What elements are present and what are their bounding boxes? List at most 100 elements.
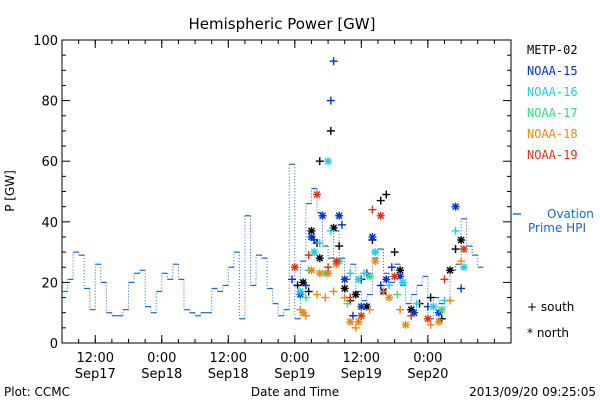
satellite-point-north	[324, 157, 333, 166]
satellite-point-south	[324, 263, 333, 272]
satellite-point-north	[365, 272, 374, 281]
satellite-point-north	[434, 317, 443, 326]
satellite-point-north	[290, 263, 299, 272]
satellite-point-north	[459, 245, 468, 254]
legend-entry: NOAA-16	[527, 85, 578, 99]
satellite-point-south	[451, 226, 460, 235]
satellite-point-south	[382, 190, 391, 199]
satellite-point-north	[332, 257, 341, 266]
x-tick-time: 0:00	[413, 351, 442, 366]
x-axis-label: Date and Time	[251, 385, 339, 399]
satellite-point-south	[376, 196, 385, 205]
satellite-point-north	[357, 302, 366, 311]
satellite-point-south	[390, 248, 399, 257]
satellite-point-north	[312, 190, 321, 199]
x-tick-date: Sep18	[141, 367, 182, 382]
y-axis-label: P [GW]	[3, 170, 17, 212]
satellite-point-south	[385, 281, 394, 290]
satellite-point-south	[451, 245, 460, 254]
satellite-point-south	[310, 235, 319, 244]
satellite-point-south	[457, 257, 466, 266]
y-tick-label: 0	[50, 337, 58, 352]
satellite-point-north	[354, 275, 363, 284]
satellite-point-south	[315, 157, 324, 166]
x-tick-time: 12:00	[77, 351, 114, 366]
satellite-point-north	[368, 232, 377, 241]
satellite-point-south	[301, 311, 310, 320]
satellite-point-south	[365, 305, 374, 314]
y-tick-label: 40	[41, 216, 58, 231]
satellite-point-south	[407, 311, 416, 320]
satellite-point-south	[426, 320, 435, 329]
satellite-point-south	[335, 242, 344, 251]
satellite-point-south	[387, 263, 396, 272]
satellite-point-north	[315, 269, 324, 278]
satellite-point-south	[343, 299, 352, 308]
satellite-point-south	[326, 226, 335, 235]
satellite-point-south	[337, 220, 346, 229]
satellite-point-south	[326, 126, 335, 135]
satellite-point-north	[335, 211, 344, 220]
satellite-point-north	[390, 272, 399, 281]
satellite-point-north	[371, 248, 380, 257]
satellite-point-north	[396, 266, 405, 275]
satellite-point-south	[288, 275, 297, 284]
satellite-point-south	[315, 239, 324, 248]
satellite-point-north	[346, 317, 355, 326]
x-tick-date: Sep20	[407, 367, 448, 382]
satellite-point-south	[329, 57, 338, 66]
satellite-point-south	[379, 287, 388, 296]
satellite-point-south	[349, 311, 358, 320]
satellite-point-south	[346, 293, 355, 302]
satellite-point-south	[301, 293, 310, 302]
satellite-point-north	[318, 211, 327, 220]
satellite-point-south	[426, 293, 435, 302]
satellite-point-north	[437, 305, 446, 314]
y-tick-label: 20	[41, 276, 58, 291]
satellite-point-north	[398, 278, 407, 287]
satellite-point-south	[396, 305, 405, 314]
x-tick-time: 12:00	[210, 351, 247, 366]
legend-entry: METP-02	[527, 43, 578, 57]
satellite-point-north	[307, 266, 316, 275]
y-tick-label: 100	[33, 34, 58, 49]
x-tick-time: 0:00	[280, 351, 309, 366]
legend-entry: NOAA-18	[527, 127, 578, 141]
satellite-point-south	[326, 96, 335, 105]
satellite-point-south	[393, 290, 402, 299]
satellite-point-south	[346, 269, 355, 278]
x-tick-date: Sep19	[341, 367, 382, 382]
series-layer	[62, 57, 484, 332]
satellite-point-north	[451, 202, 460, 211]
legend: METP-02 NOAA-15 NOAA-16 NOAA-17 NOAA-18 NOAA-…	[513, 43, 594, 340]
x-tick-time: 12:00	[343, 351, 380, 366]
satellite-point-south	[301, 281, 310, 290]
satellite-point-south	[457, 284, 466, 293]
satellite-point-south	[329, 287, 338, 296]
satellite-point-south	[312, 290, 321, 299]
legend-entry: NOAA-15	[527, 64, 578, 78]
satellite-point-south	[368, 205, 377, 214]
satellite-point-north	[357, 311, 366, 320]
satellite-point-north	[340, 275, 349, 284]
satellite-point-south	[304, 251, 313, 260]
satellite-point-north	[376, 211, 385, 220]
satellite-point-north	[423, 314, 432, 323]
satellite-point-south	[440, 275, 449, 284]
x-tick-date: Sep19	[274, 367, 315, 382]
satellite-point-south	[351, 323, 360, 332]
chart-title: Hemispheric Power [GW]	[189, 15, 376, 33]
y-tick-label: 60	[41, 155, 58, 170]
satellite-point-south	[304, 287, 313, 296]
satellite-point-north	[382, 275, 391, 284]
y-axis-ticks: 0 20 40 60 80 100	[33, 34, 511, 352]
plot-frame	[61, 39, 512, 344]
satellite-point-north	[340, 284, 349, 293]
x-tick-date: Sep17	[75, 367, 116, 382]
satellite-point-south	[446, 296, 455, 305]
satellite-point-south	[412, 299, 421, 308]
satellite-point-south	[321, 293, 330, 302]
legend-marker-south: + south	[527, 300, 574, 314]
satellite-point-north	[351, 290, 360, 299]
